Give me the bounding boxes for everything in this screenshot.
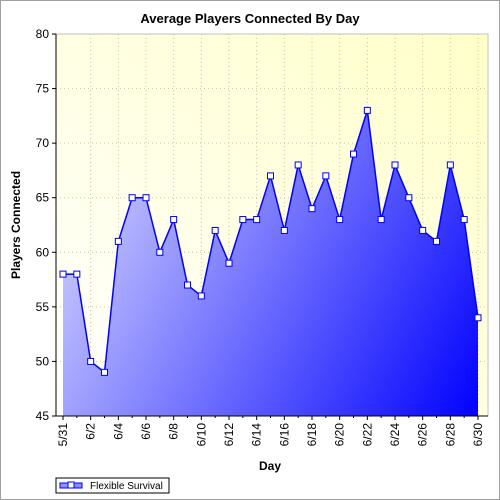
x-tick-label: 6/18 bbox=[305, 423, 319, 447]
data-point bbox=[239, 216, 247, 224]
data-point bbox=[336, 216, 344, 224]
chart-title: Average Players Connected By Day bbox=[140, 11, 360, 26]
x-tick-label: 6/14 bbox=[250, 423, 264, 447]
data-point bbox=[322, 172, 330, 180]
data-point bbox=[211, 226, 219, 234]
data-point bbox=[253, 216, 261, 224]
x-tick-label: 6/16 bbox=[277, 423, 291, 447]
axis-layer bbox=[52, 33, 488, 420]
x-tick-label: 6/30 bbox=[471, 423, 485, 447]
data-point bbox=[419, 226, 427, 234]
x-tick-label: 6/6 bbox=[139, 423, 153, 440]
data-point bbox=[350, 150, 357, 158]
x-axis-label: Day bbox=[259, 459, 281, 473]
data-point bbox=[363, 106, 371, 114]
x-tick-label: 6/10 bbox=[194, 423, 208, 447]
y-tick-label: 60 bbox=[36, 245, 50, 259]
data-point bbox=[128, 194, 136, 202]
data-point bbox=[184, 281, 191, 289]
legend: Flexible Survival bbox=[55, 477, 170, 494]
y-axis-label: Players Connected bbox=[9, 171, 23, 279]
marker-layer bbox=[59, 106, 482, 376]
x-tick-label: 6/20 bbox=[333, 423, 347, 447]
x-tick-label: 5/31 bbox=[56, 423, 70, 447]
y-tick-label: 65 bbox=[36, 191, 50, 205]
data-point bbox=[377, 216, 385, 224]
x-tick-label: 6/22 bbox=[360, 423, 374, 447]
data-point bbox=[114, 237, 122, 245]
y-tick-label: 70 bbox=[36, 136, 50, 150]
x-tick-label: 6/24 bbox=[388, 423, 402, 447]
series-area bbox=[63, 110, 478, 417]
data-point bbox=[391, 161, 399, 169]
data-point bbox=[446, 161, 454, 169]
y-tick-label: 55 bbox=[36, 300, 50, 314]
y-tick-label: 45 bbox=[36, 409, 50, 423]
data-point bbox=[225, 259, 233, 267]
data-point bbox=[87, 357, 95, 365]
y-tick-labels: 45 50 55 60 65 70 75 80 bbox=[36, 27, 50, 423]
y-tick-label: 50 bbox=[36, 354, 50, 368]
legend-box bbox=[55, 477, 170, 494]
data-point bbox=[405, 194, 413, 202]
data-point bbox=[197, 292, 205, 300]
data-point bbox=[156, 248, 164, 256]
data-point bbox=[267, 172, 274, 180]
data-point bbox=[460, 216, 468, 224]
legend-entry-flexible-survival: Flexible Survival bbox=[90, 481, 163, 492]
data-point bbox=[474, 314, 482, 322]
data-point bbox=[294, 161, 302, 169]
x-tick-label: 6/12 bbox=[222, 423, 236, 447]
x-tick-label: 6/26 bbox=[416, 423, 430, 447]
data-point bbox=[280, 226, 288, 234]
legend-marker bbox=[67, 481, 75, 489]
data-point bbox=[142, 194, 150, 202]
x-tick-label: 6/4 bbox=[111, 423, 125, 440]
data-point bbox=[433, 237, 440, 245]
x-tick-label: 6/8 bbox=[167, 423, 181, 440]
x-tick-labels: 5/31 6/2 6/4 6/6 6/8 6/10 6/12 6/14 6/16 6/18 6/20… bbox=[56, 423, 485, 447]
data-point bbox=[308, 205, 316, 213]
data-point bbox=[59, 270, 67, 278]
data-point bbox=[170, 216, 178, 224]
x-tick-label: 6/28 bbox=[443, 423, 457, 447]
y-tick-label: 80 bbox=[36, 27, 50, 41]
data-point bbox=[101, 368, 108, 376]
data-point bbox=[73, 270, 81, 278]
y-tick-label: 75 bbox=[36, 82, 50, 96]
x-tick-label: 6/2 bbox=[84, 423, 98, 440]
